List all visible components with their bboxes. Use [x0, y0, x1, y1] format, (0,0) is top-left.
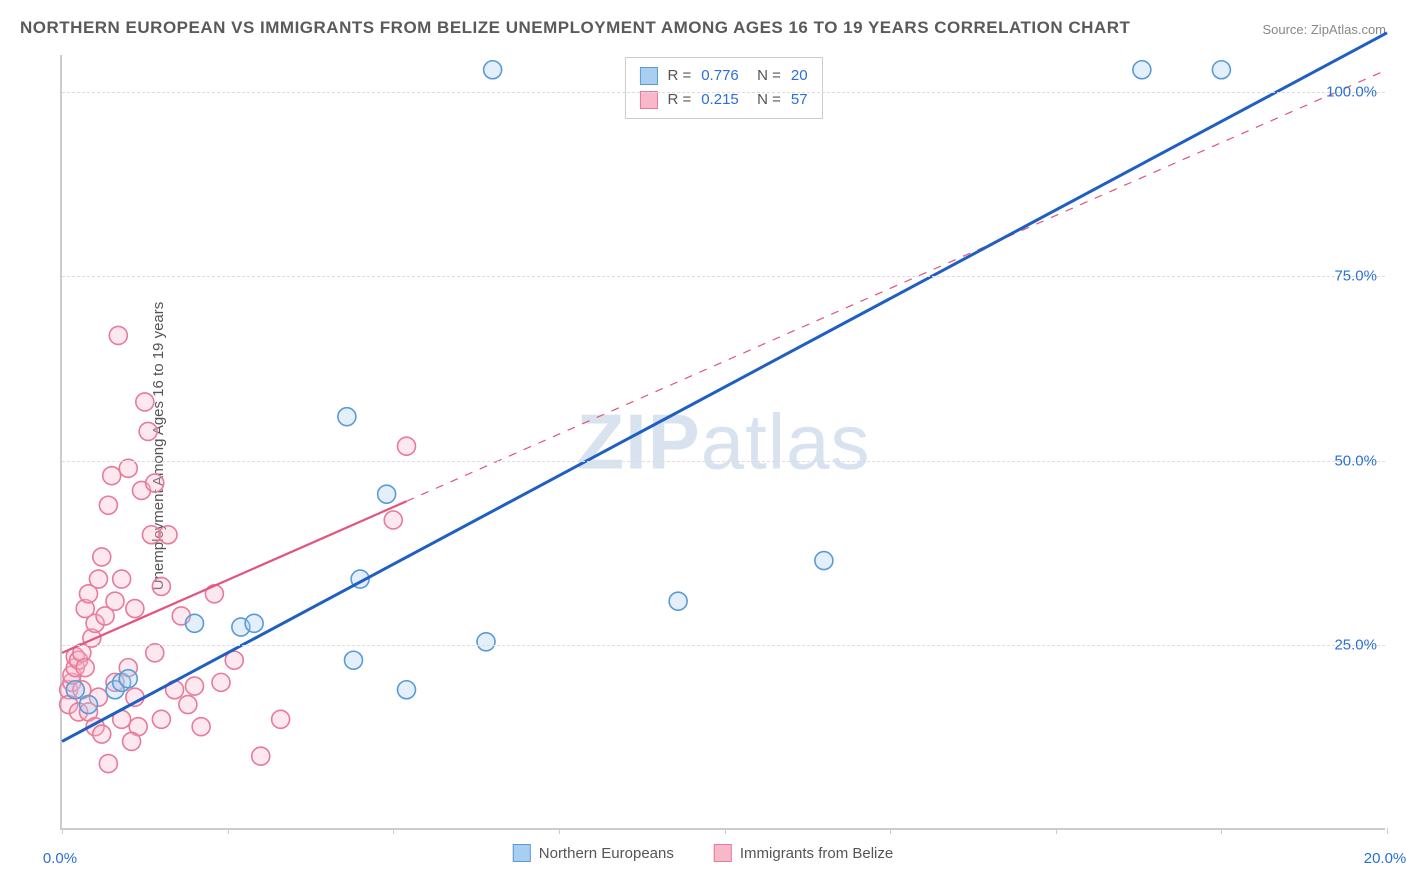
data-point	[252, 747, 270, 765]
data-point	[186, 677, 204, 695]
x-tick-label: 20.0%	[1364, 850, 1406, 867]
data-point	[89, 570, 107, 588]
gridline	[62, 645, 1385, 646]
x-tick-mark	[1387, 828, 1388, 834]
data-point	[106, 592, 124, 610]
data-point	[1133, 61, 1151, 79]
data-point	[136, 393, 154, 411]
stats-box: R = 0.776 N = 20 R = 0.215 N = 57	[624, 57, 822, 119]
stat-r-value-1: 0.776	[701, 64, 739, 88]
legend-item-1: Northern Europeans	[513, 844, 674, 862]
y-tick-label: 100.0%	[1326, 83, 1377, 100]
x-tick-label: 0.0%	[43, 850, 77, 867]
data-point	[179, 696, 197, 714]
swatch-series1	[639, 67, 657, 85]
swatch-series1	[513, 844, 531, 862]
data-point	[398, 437, 416, 455]
swatch-series2	[714, 844, 732, 862]
legend-item-2: Immigrants from Belize	[714, 844, 893, 862]
data-point	[103, 467, 121, 485]
legend-label-2: Immigrants from Belize	[740, 845, 893, 862]
x-tick-mark	[393, 828, 394, 834]
swatch-series2	[639, 91, 657, 109]
stats-row-series1: R = 0.776 N = 20	[639, 64, 807, 88]
stat-n-label: N =	[749, 64, 781, 88]
data-point	[245, 614, 263, 632]
data-point	[66, 681, 84, 699]
data-point	[119, 670, 137, 688]
data-point	[152, 577, 170, 595]
data-point	[159, 526, 177, 544]
data-point	[272, 710, 290, 728]
stat-n-value-1: 20	[791, 64, 808, 88]
scatter-svg	[62, 55, 1385, 828]
trend-line-dashed	[407, 70, 1388, 501]
data-point	[93, 725, 111, 743]
data-point	[93, 548, 111, 566]
data-point	[384, 511, 402, 529]
data-point	[123, 732, 141, 750]
data-point	[477, 633, 495, 651]
x-tick-mark	[62, 828, 63, 834]
data-point	[113, 570, 131, 588]
legend-label-1: Northern Europeans	[539, 845, 674, 862]
data-point	[146, 644, 164, 662]
data-point	[152, 710, 170, 728]
data-point	[80, 696, 98, 714]
data-point	[192, 718, 210, 736]
x-tick-mark	[1221, 828, 1222, 834]
x-tick-mark	[228, 828, 229, 834]
gridline	[62, 276, 1385, 277]
source-credit: Source: ZipAtlas.com	[1262, 22, 1386, 37]
data-point	[338, 408, 356, 426]
chart-title: NORTHERN EUROPEAN VS IMMIGRANTS FROM BEL…	[20, 18, 1130, 38]
gridline	[62, 461, 1385, 462]
data-point	[345, 651, 363, 669]
x-tick-mark	[725, 828, 726, 834]
y-tick-label: 25.0%	[1334, 637, 1377, 654]
data-point	[378, 485, 396, 503]
x-tick-mark	[890, 828, 891, 834]
data-point	[186, 614, 204, 632]
data-point	[212, 673, 230, 691]
data-point	[669, 592, 687, 610]
data-point	[139, 422, 157, 440]
x-tick-mark	[1056, 828, 1057, 834]
bottom-legend: Northern Europeans Immigrants from Beliz…	[513, 844, 893, 862]
stat-r-label: R =	[667, 64, 691, 88]
y-tick-label: 50.0%	[1334, 452, 1377, 469]
data-point	[126, 600, 144, 618]
data-point	[398, 681, 416, 699]
y-tick-label: 75.0%	[1334, 268, 1377, 285]
data-point	[99, 496, 117, 514]
gridline	[62, 92, 1385, 93]
data-point	[119, 459, 137, 477]
data-point	[1212, 61, 1230, 79]
data-point	[142, 526, 160, 544]
trend-line	[62, 33, 1387, 742]
plot-area: ZIPatlas R = 0.776 N = 20 R = 0.215 N = …	[60, 55, 1385, 830]
data-point	[109, 326, 127, 344]
data-point	[815, 552, 833, 570]
data-point	[484, 61, 502, 79]
x-tick-mark	[559, 828, 560, 834]
data-point	[76, 659, 94, 677]
data-point	[146, 474, 164, 492]
data-point	[99, 755, 117, 773]
